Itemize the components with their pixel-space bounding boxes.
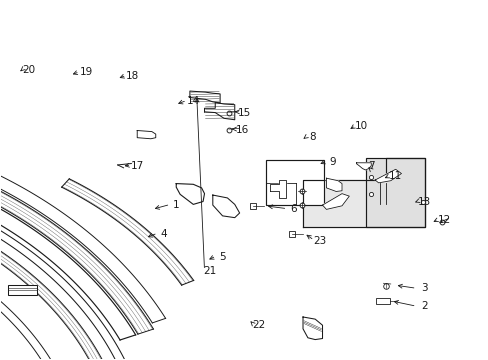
Text: 17: 17 bbox=[130, 161, 143, 171]
Text: 4: 4 bbox=[161, 229, 167, 239]
Text: 10: 10 bbox=[354, 121, 367, 131]
Polygon shape bbox=[303, 158, 424, 226]
Polygon shape bbox=[0, 170, 135, 340]
Polygon shape bbox=[0, 165, 153, 334]
Polygon shape bbox=[0, 224, 138, 360]
Text: 14: 14 bbox=[186, 96, 200, 106]
Text: 19: 19 bbox=[79, 67, 92, 77]
Polygon shape bbox=[176, 184, 204, 204]
Polygon shape bbox=[0, 219, 106, 360]
Polygon shape bbox=[189, 91, 220, 103]
Text: 11: 11 bbox=[388, 171, 402, 181]
Text: 7: 7 bbox=[367, 161, 374, 171]
Text: 5: 5 bbox=[219, 252, 225, 262]
Text: 8: 8 bbox=[309, 132, 315, 142]
Text: 2: 2 bbox=[421, 301, 427, 311]
Polygon shape bbox=[269, 180, 285, 198]
Polygon shape bbox=[212, 195, 239, 218]
Bar bbox=[366, 158, 424, 226]
Text: 16: 16 bbox=[235, 125, 248, 135]
Text: 22: 22 bbox=[252, 320, 265, 330]
Text: 20: 20 bbox=[22, 64, 36, 75]
Polygon shape bbox=[303, 317, 322, 339]
Polygon shape bbox=[204, 103, 234, 120]
Text: 9: 9 bbox=[328, 157, 335, 167]
Polygon shape bbox=[0, 311, 35, 360]
Text: 1: 1 bbox=[173, 200, 179, 210]
Text: 15: 15 bbox=[237, 108, 251, 118]
Text: 13: 13 bbox=[417, 197, 430, 207]
Polygon shape bbox=[374, 169, 401, 183]
Polygon shape bbox=[322, 194, 348, 210]
Polygon shape bbox=[326, 178, 341, 192]
Text: 23: 23 bbox=[313, 236, 326, 246]
Bar bbox=[375, 298, 389, 304]
Polygon shape bbox=[61, 179, 193, 285]
Text: 3: 3 bbox=[421, 283, 427, 293]
Polygon shape bbox=[0, 270, 77, 360]
Text: 6: 6 bbox=[289, 204, 296, 215]
Polygon shape bbox=[137, 131, 156, 139]
Text: 21: 21 bbox=[203, 266, 217, 276]
Bar bbox=[8, 285, 37, 296]
Text: 18: 18 bbox=[125, 71, 139, 81]
Polygon shape bbox=[0, 157, 165, 323]
Bar bbox=[266, 160, 324, 205]
Polygon shape bbox=[356, 163, 370, 170]
Text: 12: 12 bbox=[437, 215, 450, 225]
